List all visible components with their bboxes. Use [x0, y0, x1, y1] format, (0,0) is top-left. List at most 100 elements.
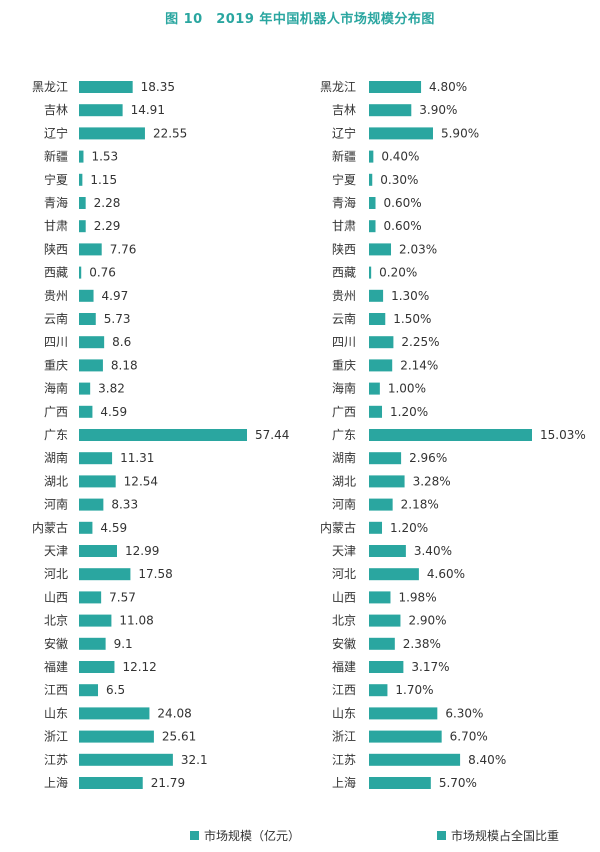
bar	[79, 475, 116, 488]
category-label: 天津	[332, 544, 356, 558]
bar	[79, 521, 93, 534]
bar	[79, 568, 131, 581]
bar	[79, 429, 247, 441]
bar	[369, 498, 393, 511]
value-label: 14.91	[131, 103, 165, 117]
category-label: 海南	[44, 381, 68, 396]
value-label: 25.61	[162, 730, 196, 744]
value-label: 2.96%	[409, 451, 447, 465]
bar	[369, 336, 394, 349]
category-label: 新疆	[44, 149, 68, 164]
bar	[369, 684, 388, 697]
bar	[79, 591, 102, 604]
bar	[79, 777, 143, 789]
bar	[369, 591, 391, 604]
value-label: 2.03%	[399, 242, 437, 256]
bar	[79, 127, 145, 140]
bar	[79, 150, 84, 163]
value-label: 2.38%	[403, 637, 441, 651]
category-label: 河南	[44, 497, 68, 512]
category-label: 浙江	[44, 730, 68, 744]
value-label: 5.73	[104, 312, 131, 326]
value-label: 12.99	[125, 544, 159, 558]
bar	[79, 313, 96, 325]
category-label: 江苏	[44, 753, 68, 767]
value-label: 2.90%	[408, 614, 446, 628]
category-label: 内蒙古	[32, 520, 68, 535]
bar	[79, 614, 112, 627]
category-label: 贵州	[44, 289, 68, 303]
category-label: 重庆	[44, 358, 68, 372]
bar	[79, 104, 123, 117]
value-label: 8.33	[111, 498, 138, 512]
value-label: 4.97	[102, 289, 129, 303]
value-label: 1.98%	[398, 590, 436, 604]
bar	[369, 359, 393, 372]
bar	[369, 568, 419, 581]
value-label: 21.79	[151, 776, 185, 790]
category-label: 北京	[44, 614, 68, 628]
bar	[369, 452, 402, 465]
legend-label: 市场规模占全国比重	[451, 828, 559, 843]
category-label: 陕西	[332, 241, 356, 256]
bar	[369, 266, 372, 279]
category-label: 江苏	[332, 753, 356, 767]
value-label: 7.57	[109, 590, 136, 604]
bar	[369, 707, 438, 720]
value-label: 1.20%	[390, 521, 428, 535]
bar	[369, 429, 532, 441]
category-label: 广西	[44, 405, 68, 419]
value-label: 11.31	[120, 451, 154, 465]
bar	[79, 684, 99, 697]
value-label: 1.15	[90, 173, 117, 187]
category-label: 湖北	[332, 473, 356, 488]
value-label: 3.17%	[411, 660, 449, 674]
bar	[79, 753, 173, 766]
legend-swatch	[437, 831, 446, 840]
bar	[79, 359, 103, 372]
category-label: 山东	[332, 706, 356, 720]
value-label: 6.30%	[445, 706, 483, 720]
value-label: 7.76	[110, 242, 137, 256]
value-label: 0.60%	[384, 219, 422, 233]
bar	[79, 730, 154, 743]
category-label: 四川	[332, 335, 356, 349]
value-label: 2.18%	[401, 498, 439, 512]
category-label: 湖南	[332, 450, 356, 465]
bar	[369, 521, 383, 534]
value-label: 3.90%	[419, 103, 457, 117]
category-label: 西藏	[44, 266, 68, 280]
category-label: 福建	[332, 659, 356, 674]
category-label: 青海	[332, 195, 356, 210]
value-label: 0.40%	[381, 150, 419, 164]
category-label: 广东	[332, 428, 356, 442]
value-label: 11.08	[119, 614, 153, 628]
bar	[369, 220, 376, 233]
category-label: 辽宁	[332, 125, 356, 140]
category-label: 宁夏	[44, 172, 68, 187]
bar	[79, 382, 91, 395]
bar	[369, 545, 406, 557]
bar	[369, 313, 386, 325]
bar	[369, 243, 392, 256]
category-label: 河南	[332, 497, 356, 512]
value-label: 6.5	[106, 683, 125, 697]
category-label: 北京	[332, 614, 356, 628]
value-label: 3.82	[98, 382, 125, 396]
bar	[369, 753, 461, 766]
category-label: 西藏	[332, 266, 356, 280]
bar	[79, 707, 150, 720]
value-label: 4.59	[100, 405, 127, 419]
category-label: 湖北	[44, 473, 68, 488]
bar	[369, 614, 401, 627]
value-label: 22.55	[153, 126, 187, 140]
value-label: 4.80%	[429, 80, 467, 94]
category-label: 湖南	[44, 450, 68, 465]
category-label: 青海	[44, 195, 68, 210]
bar	[79, 243, 102, 256]
category-label: 黑龙江	[32, 80, 68, 94]
category-label: 四川	[44, 335, 68, 349]
bar	[369, 81, 422, 93]
bar	[79, 336, 105, 349]
